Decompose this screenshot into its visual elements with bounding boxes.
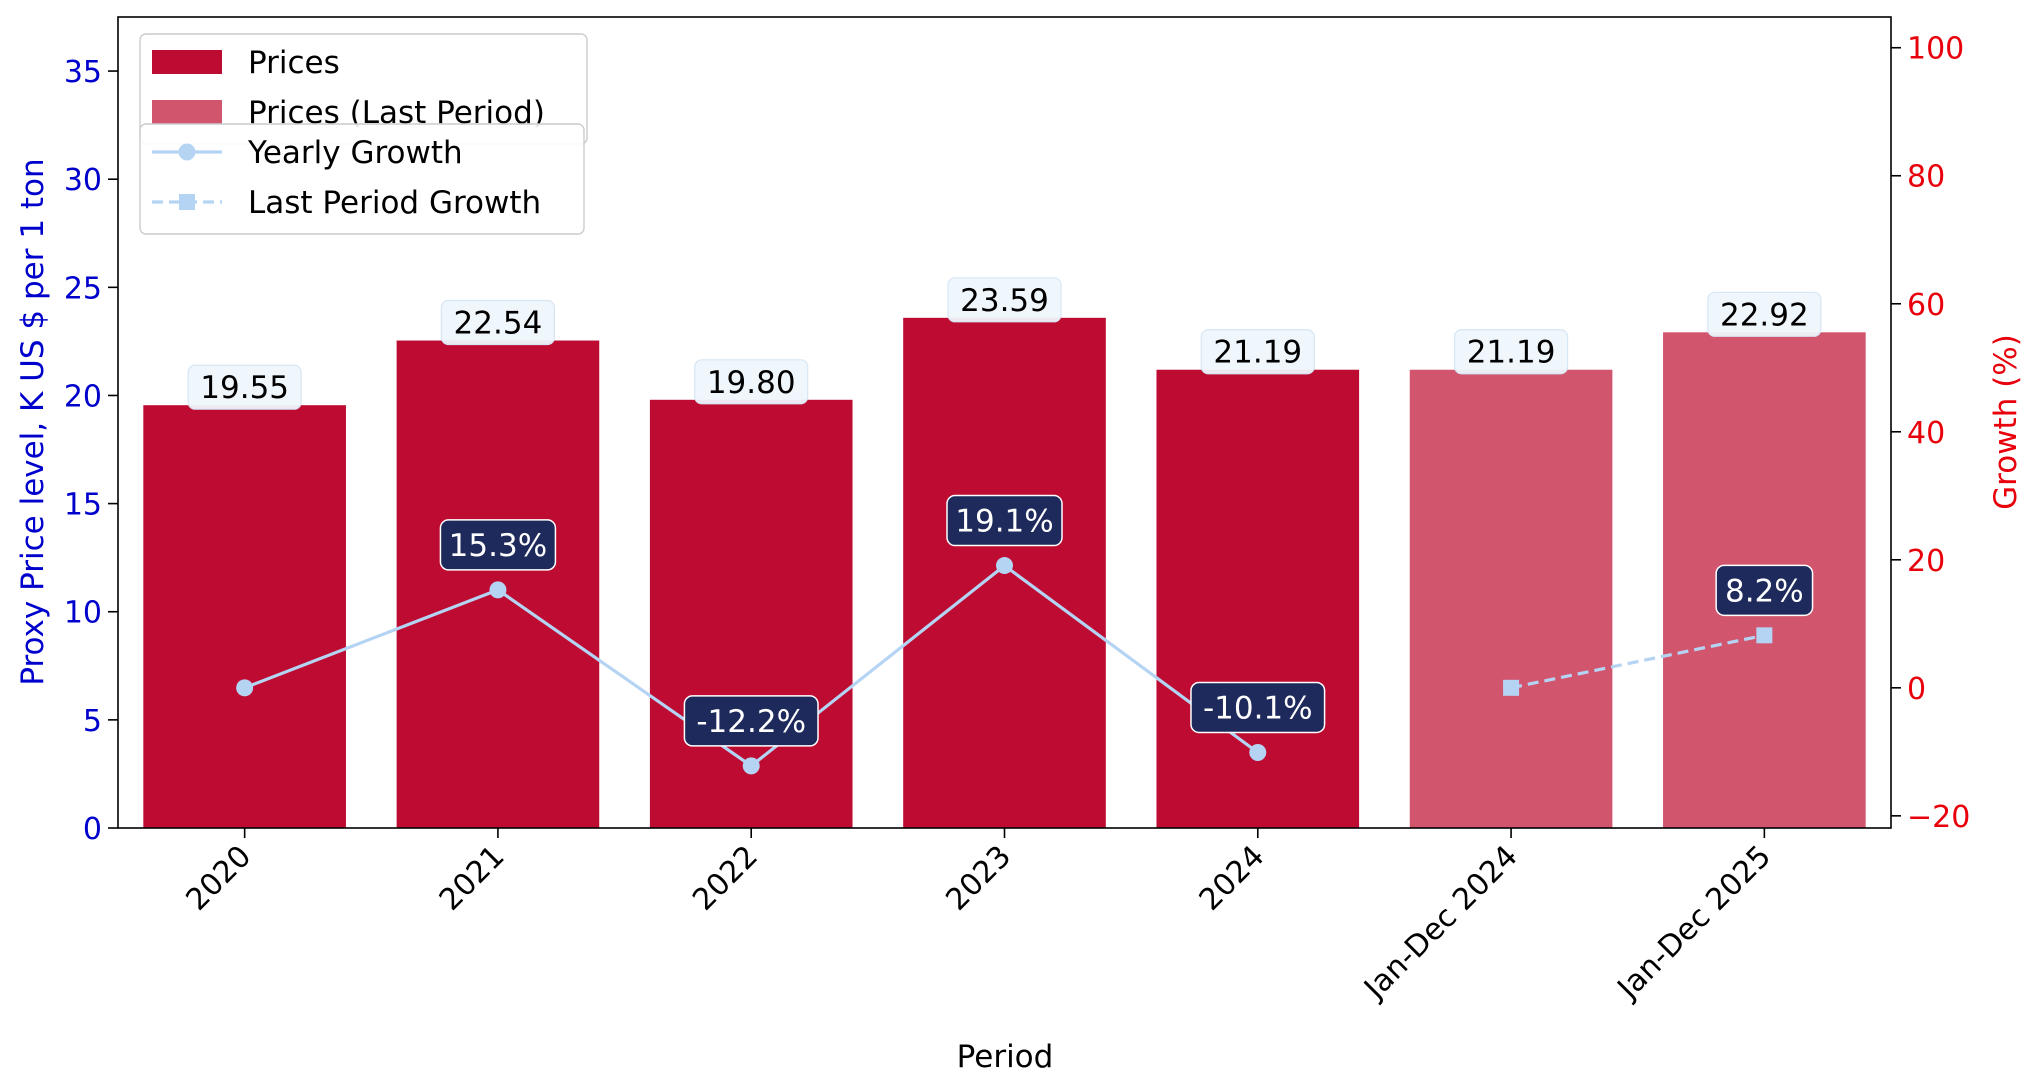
y-tick-label: 10 [64,596,102,631]
y-right-tick-label: 40 [1907,416,1945,451]
growth-value-label-box [946,494,1063,547]
x-axis-title: Period [957,1039,1054,1075]
bar-value-label: 22.92 [1720,297,1809,333]
y-axis-title: Proxy Price level, K US $ per 1 ton [15,158,51,685]
legend-entry: Prices [248,45,340,81]
y-right-tick-label: −20 [1907,800,1970,835]
growth-value-label: -10.1% [1203,690,1313,726]
x-tick-label: 2021 [433,839,512,918]
x-tick-label: 2023 [939,839,1018,918]
y-tick-label: 0 [83,812,102,847]
growth-value-label-box [1715,564,1814,617]
legend-marker [178,143,196,161]
bar-value-label-box [440,299,556,346]
bar-value-label: 19.55 [200,370,289,406]
growth-value-label: 19.1% [955,504,1053,540]
y-right-tick-label: 0 [1907,672,1926,707]
growth-value-label: -12.2% [696,704,806,740]
bar-value-label: 21.19 [1467,335,1556,371]
y-tick-label: 5 [83,704,102,739]
bar-value-label: 19.80 [707,365,796,401]
growth-marker [1756,627,1773,644]
growth-marker [236,679,254,697]
y-right-tick-label: 20 [1907,544,1945,579]
bar-value-label-box [1707,291,1822,337]
growth-value-label: 8.2% [1725,573,1804,609]
legend-entry: Yearly Growth [247,135,463,171]
y-right-tick-label: 60 [1907,288,1945,323]
growth-value-label-box [439,519,557,571]
bar-value-label-box [947,277,1062,323]
growth-marker [742,757,760,775]
growth-marker [1503,679,1520,696]
x-tick-label: 2022 [686,839,765,918]
legend-entry: Last Period Growth [248,185,541,221]
y-right-tick-label: 80 [1907,160,1945,195]
growth-marker [489,581,507,599]
y-tick-label: 20 [64,379,102,414]
y-tick-label: 15 [64,488,102,523]
legend-marker [179,194,195,210]
bar-value-label-box [1200,329,1315,375]
growth-value-label-box [683,695,819,747]
bar [1409,369,1613,828]
x-tick-label: 2024 [1193,839,1272,918]
y-right-tick-label: 100 [1907,32,1964,67]
legend-swatch [152,100,222,124]
x-tick-label: Jan-Dec 2024 [1356,839,1524,1007]
growth-value-label-box [1190,681,1326,734]
bar-value-label: 22.54 [454,306,543,342]
bar [649,399,853,828]
growth-line [1510,633,1765,690]
y-tick-label: 30 [64,163,102,198]
legend-lines-frame [139,123,585,235]
growth-value-label: 15.3% [449,528,547,564]
bar-value-label-box [1453,329,1569,375]
growth-marker [1249,743,1267,761]
y-tick-label: 25 [64,271,102,306]
y-axis-right-title: Growth (%) [1988,334,2024,510]
bar-value-label-box [694,359,809,405]
growth-marker [996,557,1013,575]
bar-value-label-box [187,364,302,410]
x-tick-label: 2020 [180,839,259,918]
y-tick-label: 35 [64,55,102,90]
x-tick-label: Jan-Dec 2025 [1610,839,1778,1007]
bar [143,405,346,828]
legend-swatch [152,50,222,74]
bar-value-label: 21.19 [1213,335,1302,371]
bar-value-label: 23.59 [960,283,1049,319]
